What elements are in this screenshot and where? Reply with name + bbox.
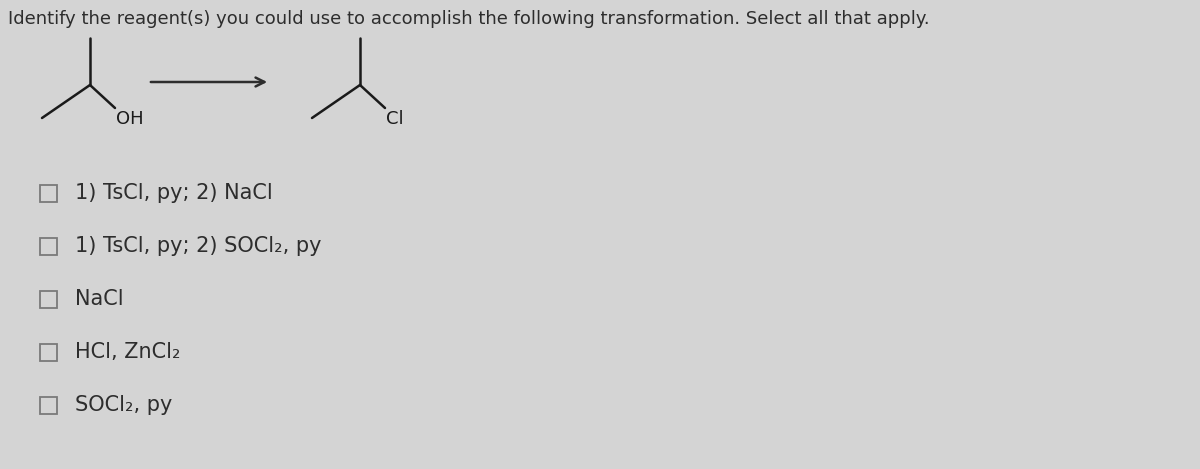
- Text: HCl, ZnCl₂: HCl, ZnCl₂: [74, 342, 180, 362]
- Bar: [40, 238, 58, 255]
- Text: Identify the reagent(s) you could use to accomplish the following transformation: Identify the reagent(s) you could use to…: [8, 10, 930, 28]
- Text: NaCl: NaCl: [74, 289, 124, 309]
- Bar: [40, 397, 58, 414]
- Text: SOCl₂, py: SOCl₂, py: [74, 395, 173, 415]
- Bar: [40, 291, 58, 308]
- Text: OH: OH: [116, 110, 144, 128]
- Text: Cl: Cl: [386, 110, 403, 128]
- Text: 1) TsCl, py; 2) SOCl₂, py: 1) TsCl, py; 2) SOCl₂, py: [74, 236, 322, 256]
- Text: 1) TsCl, py; 2) NaCl: 1) TsCl, py; 2) NaCl: [74, 183, 272, 203]
- Bar: [40, 185, 58, 202]
- Bar: [40, 344, 58, 361]
